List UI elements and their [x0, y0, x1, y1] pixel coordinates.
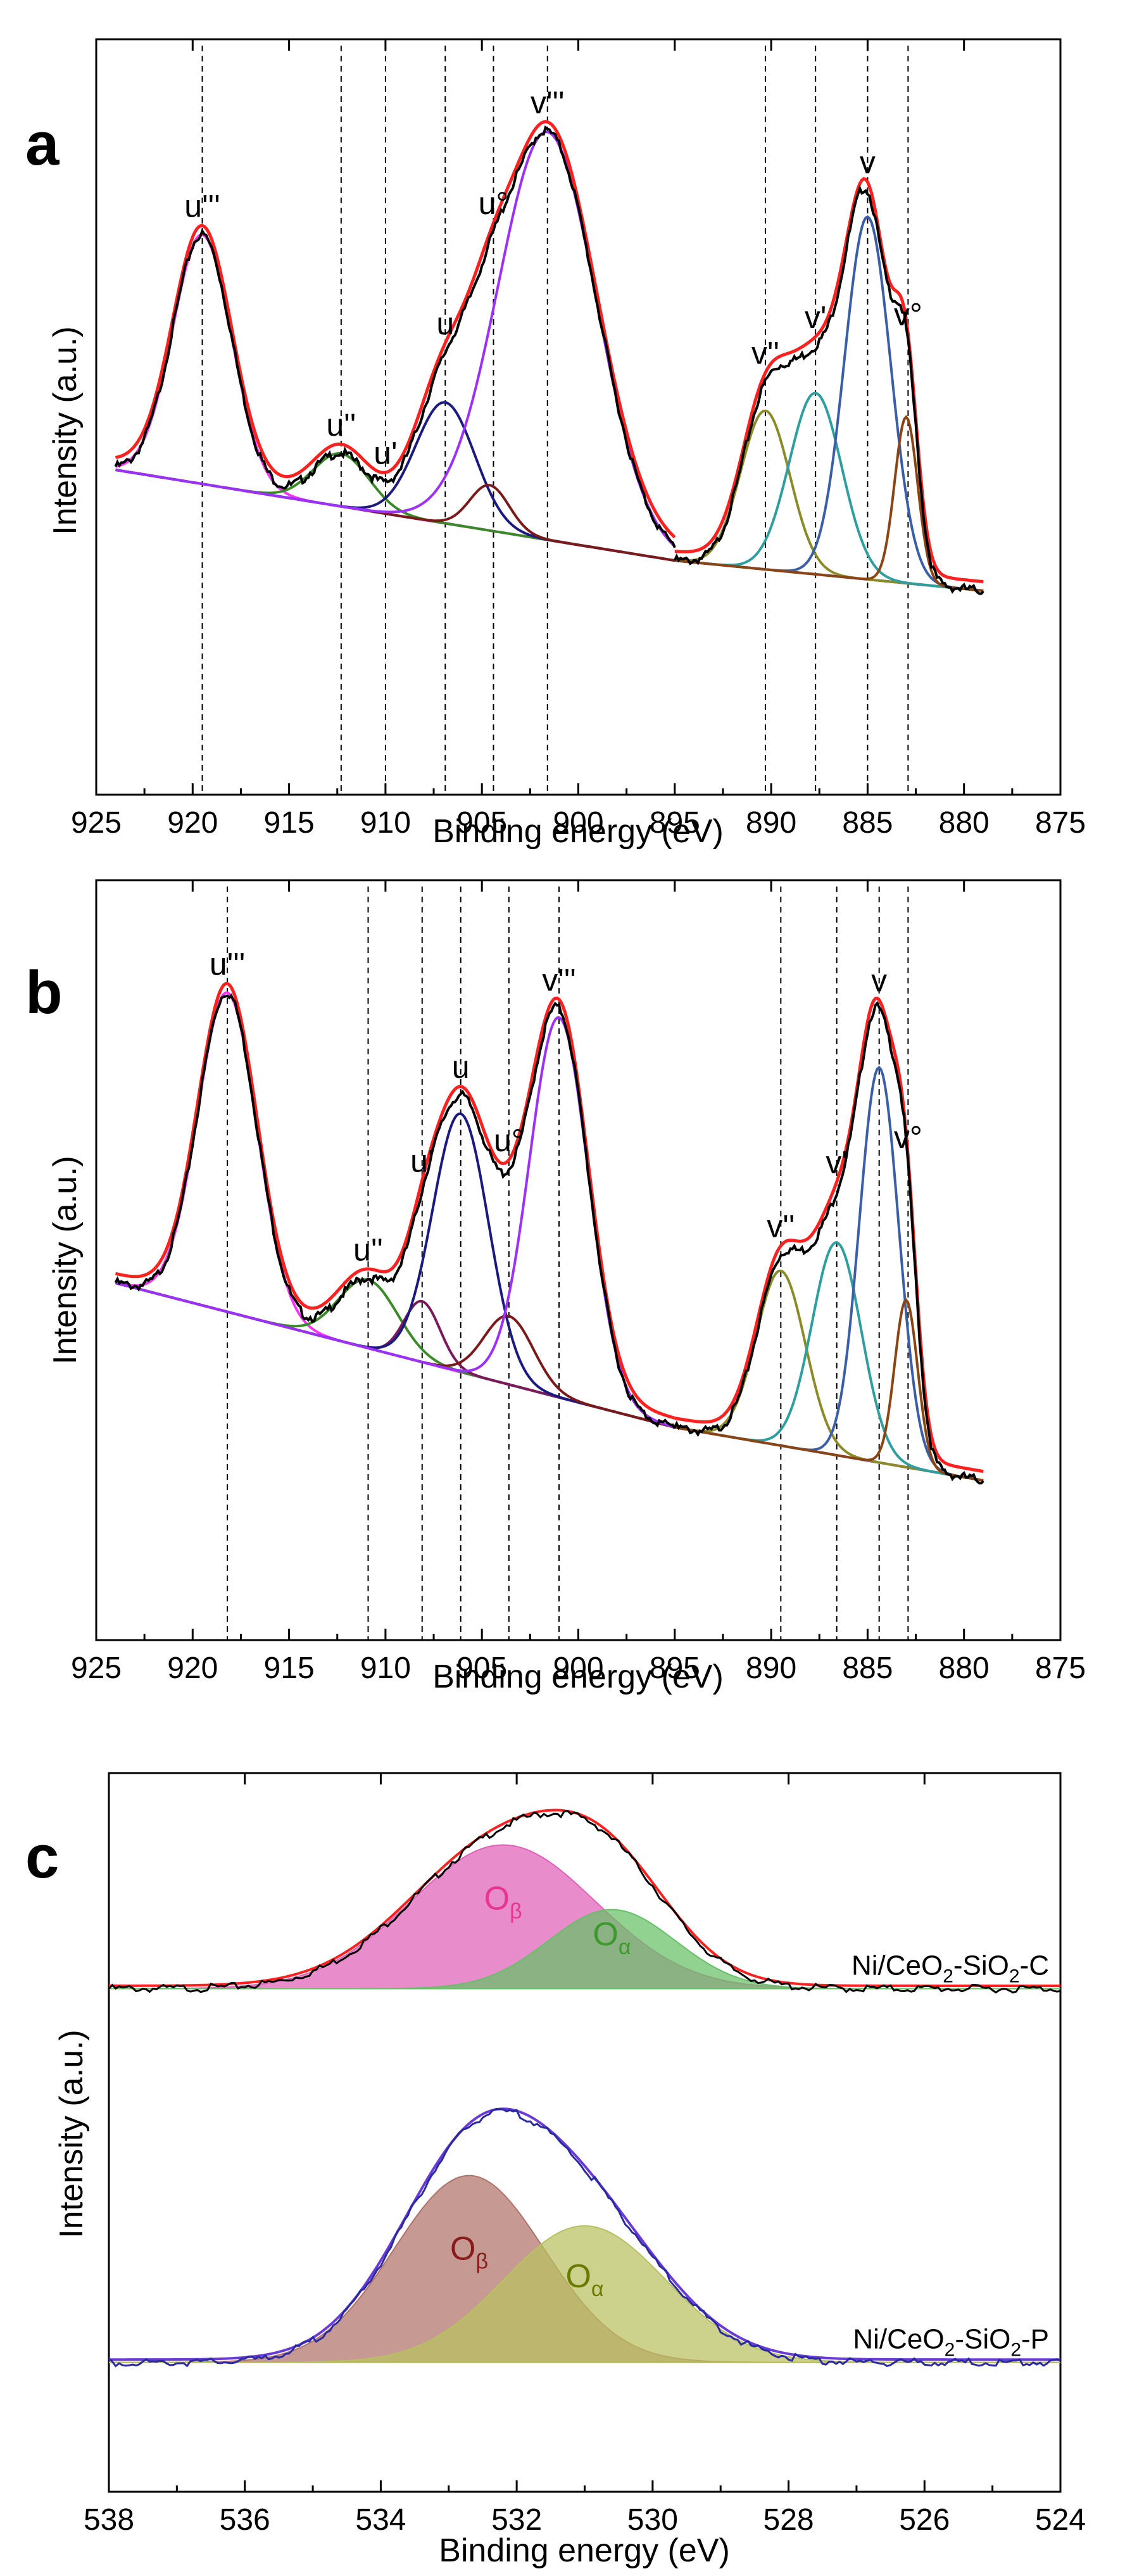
component-label-sub: β [510, 1900, 522, 1924]
x-tick-label: 915 [264, 1651, 315, 1685]
peak-label: u° [479, 186, 509, 221]
peak-label: v''' [542, 963, 576, 998]
x-tick-label: 920 [167, 806, 218, 840]
peak-label: v° [894, 1120, 922, 1155]
sample-label-part: 2 [945, 2340, 955, 2361]
y-axis-label: Intensity (a.u.) [47, 1156, 84, 1364]
x-tick-label: 875 [1035, 806, 1086, 840]
panel-b: 925 920 915 910 905 900 895 890 885 880 875 Binding… [25, 879, 1086, 1695]
component-peak [115, 1016, 676, 1429]
component-peak [674, 1241, 984, 1482]
x-tick-label: 890 [746, 806, 796, 840]
peak-label: u'' [326, 407, 356, 443]
component-peak [674, 1269, 984, 1482]
x-tick-label: 875 [1035, 1651, 1086, 1685]
x-tick-label: 890 [746, 1651, 796, 1685]
x-tick-label: 885 [842, 806, 893, 840]
sample-label: Ni/CeO2-SiO2-C [852, 1950, 1049, 1987]
fit-envelope [674, 996, 984, 1474]
y-axis-label: Intensity (a.u.) [53, 2030, 90, 2238]
x-tick-label: 900 [553, 806, 603, 840]
panel-a: 925 920 915 910 905 900 895 890 885 880 875 Binding… [25, 38, 1086, 850]
peak-label: v° [894, 297, 922, 332]
panel-letter: c [25, 1823, 59, 1891]
sample-label: Ni/CeO2-SiO2-P [853, 2324, 1049, 2361]
sample-label-part: -C [1020, 1950, 1049, 1981]
x-tick-label: 538 [84, 2503, 134, 2537]
raw-spectrum [114, 125, 676, 548]
x-tick-label: 920 [167, 1651, 218, 1685]
x-tick-label: 910 [360, 1651, 411, 1685]
sample-label-part: 2 [1009, 1966, 1020, 1987]
raw-spectrum [114, 993, 676, 1429]
peak-label: u [452, 1049, 470, 1085]
peak-label: u''' [184, 189, 220, 224]
sample-label-part: -SiO [955, 2324, 1010, 2355]
x-axis-label: Binding energy (eV) [432, 813, 724, 850]
panel-c: 538 536 534 532 530 528 526 524 Binding energy (… [25, 1772, 1086, 2569]
component-peak [115, 401, 676, 562]
peak-label: u'' [353, 1232, 383, 1267]
component-peak [674, 415, 984, 592]
peak-label: v [860, 145, 876, 180]
x-tick-label: 915 [264, 806, 315, 840]
sample-label-part: -SiO [953, 1950, 1009, 1981]
sample-label-part: Ni/CeO [853, 2324, 944, 2355]
component-peak [674, 1297, 984, 1482]
plot-frame [108, 1772, 1062, 2493]
x-axis-label: Binding energy (eV) [432, 1658, 724, 1695]
fit-envelope [109, 1809, 1060, 1987]
x-tick-label: 880 [939, 806, 990, 840]
peak-label: u''' [210, 947, 245, 982]
peak-label: u' [410, 1143, 434, 1178]
sample-label-part: Ni/CeO [852, 1950, 943, 1981]
peak-label: v [871, 963, 887, 998]
fit-envelope [674, 177, 984, 584]
peak-label: u° [494, 1123, 524, 1158]
component-label-sub: α [591, 2277, 604, 2301]
x-axis-label: Binding energy (eV) [439, 2532, 730, 2569]
panel-letter: b [25, 959, 63, 1026]
raw-spectrum [673, 184, 984, 595]
raw-spectrum [108, 2107, 1061, 2368]
x-tick-label: 925 [71, 1651, 122, 1685]
x-tick-label: 895 [650, 806, 700, 840]
x-tick-label: 895 [650, 1651, 700, 1685]
peak-label: v' [826, 1145, 848, 1180]
x-tick-label: 880 [939, 1651, 990, 1685]
peak-label: u [436, 306, 454, 341]
sample-label-part: 2 [943, 1966, 953, 1987]
x-tick-label: 524 [1035, 2503, 1086, 2537]
panel-letter: a [25, 110, 60, 178]
peak-label: v'' [767, 1209, 795, 1244]
x-tick-label: 905 [456, 806, 507, 840]
x-tick-label: 530 [627, 2503, 678, 2537]
x-tick-label: 532 [491, 2503, 542, 2537]
raw-spectrum [108, 1810, 1061, 1994]
component-label-sub: β [475, 2249, 488, 2273]
sample-label-part: -P [1021, 2324, 1049, 2355]
peak-label: v' [805, 300, 827, 335]
x-tick-label: 885 [842, 1651, 893, 1685]
x-tick-label: 528 [764, 2503, 814, 2537]
x-tick-label: 536 [220, 2503, 270, 2537]
component-area [109, 1909, 1060, 1990]
peak-label: u' [374, 435, 397, 470]
peak-label: v'' [751, 336, 779, 371]
peak-label: v''' [531, 85, 565, 120]
x-tick-label: 905 [456, 1651, 507, 1685]
sample-label-part: 2 [1010, 2340, 1021, 2361]
x-tick-label: 900 [553, 1651, 603, 1685]
x-tick-label: 910 [360, 806, 411, 840]
x-tick-label: 925 [71, 806, 122, 840]
x-tick-label: 526 [899, 2503, 950, 2537]
component-peak [115, 1112, 676, 1429]
x-tick-label: 534 [355, 2503, 406, 2537]
component-area [109, 2225, 1060, 2363]
component-peak [115, 991, 676, 1429]
component-label-sub: α [619, 1935, 631, 1959]
y-axis-label: Intensity (a.u.) [47, 326, 84, 534]
raw-spectrum [674, 1001, 984, 1485]
